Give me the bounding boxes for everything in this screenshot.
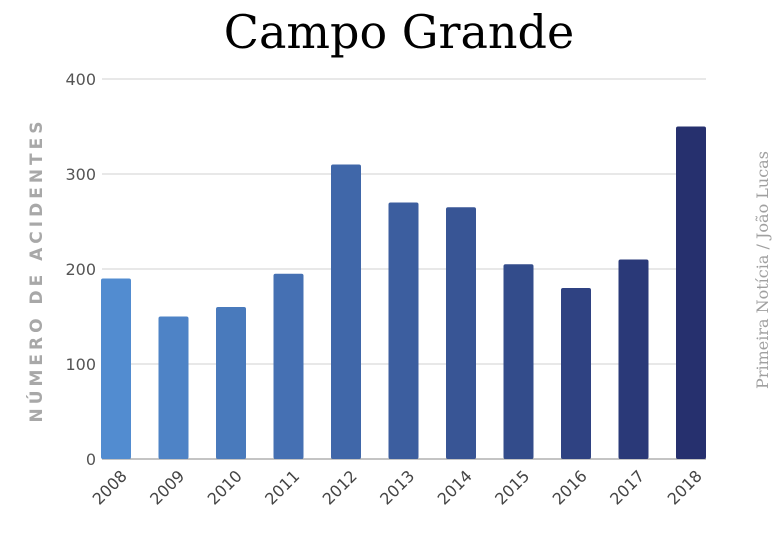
x-tick-label: 2013	[376, 466, 418, 508]
y-tick-label: 100	[65, 355, 96, 374]
x-tick-label: 2018	[664, 466, 706, 508]
y-axis-label: NÚMERO DE ACIDENTES	[25, 117, 47, 422]
bar-2015	[503, 264, 534, 459]
x-tick-label: 2015	[491, 466, 533, 508]
y-tick-label: 300	[65, 165, 96, 184]
x-tick-label: 2014	[434, 466, 476, 508]
bar-2018	[676, 126, 706, 459]
source-credit: Primeira Notícia / João Lucas	[753, 151, 772, 389]
y-axis-ticks: 0 100 200 300 400	[65, 70, 96, 469]
bar-2011	[273, 273, 304, 459]
y-tick-label: 0	[86, 450, 96, 469]
x-tick-label: 2009	[146, 466, 188, 508]
bar-2009	[158, 316, 189, 459]
bar-2010	[216, 307, 246, 459]
x-axis-ticks: 2008 2009 2010 2011 2012 2013 2014 2015 2016 2017…	[89, 466, 706, 508]
x-tick-label: 2017	[606, 466, 648, 508]
x-tick-label: 2012	[319, 466, 361, 508]
chart-title: Campo Grande	[224, 5, 574, 59]
x-tick-label: 2011	[261, 466, 303, 508]
bar-2008	[101, 278, 131, 459]
bar-2013	[388, 202, 419, 459]
bar-2012	[331, 164, 361, 459]
y-tick-label: 200	[65, 260, 96, 279]
x-tick-label: 2008	[89, 466, 131, 508]
bar-2016	[561, 288, 591, 459]
bar-2017	[618, 259, 649, 459]
bars	[101, 126, 706, 459]
y-tick-label: 400	[65, 70, 96, 89]
bar-2014	[446, 207, 476, 459]
x-tick-label: 2016	[549, 466, 591, 508]
x-tick-label: 2010	[204, 466, 246, 508]
